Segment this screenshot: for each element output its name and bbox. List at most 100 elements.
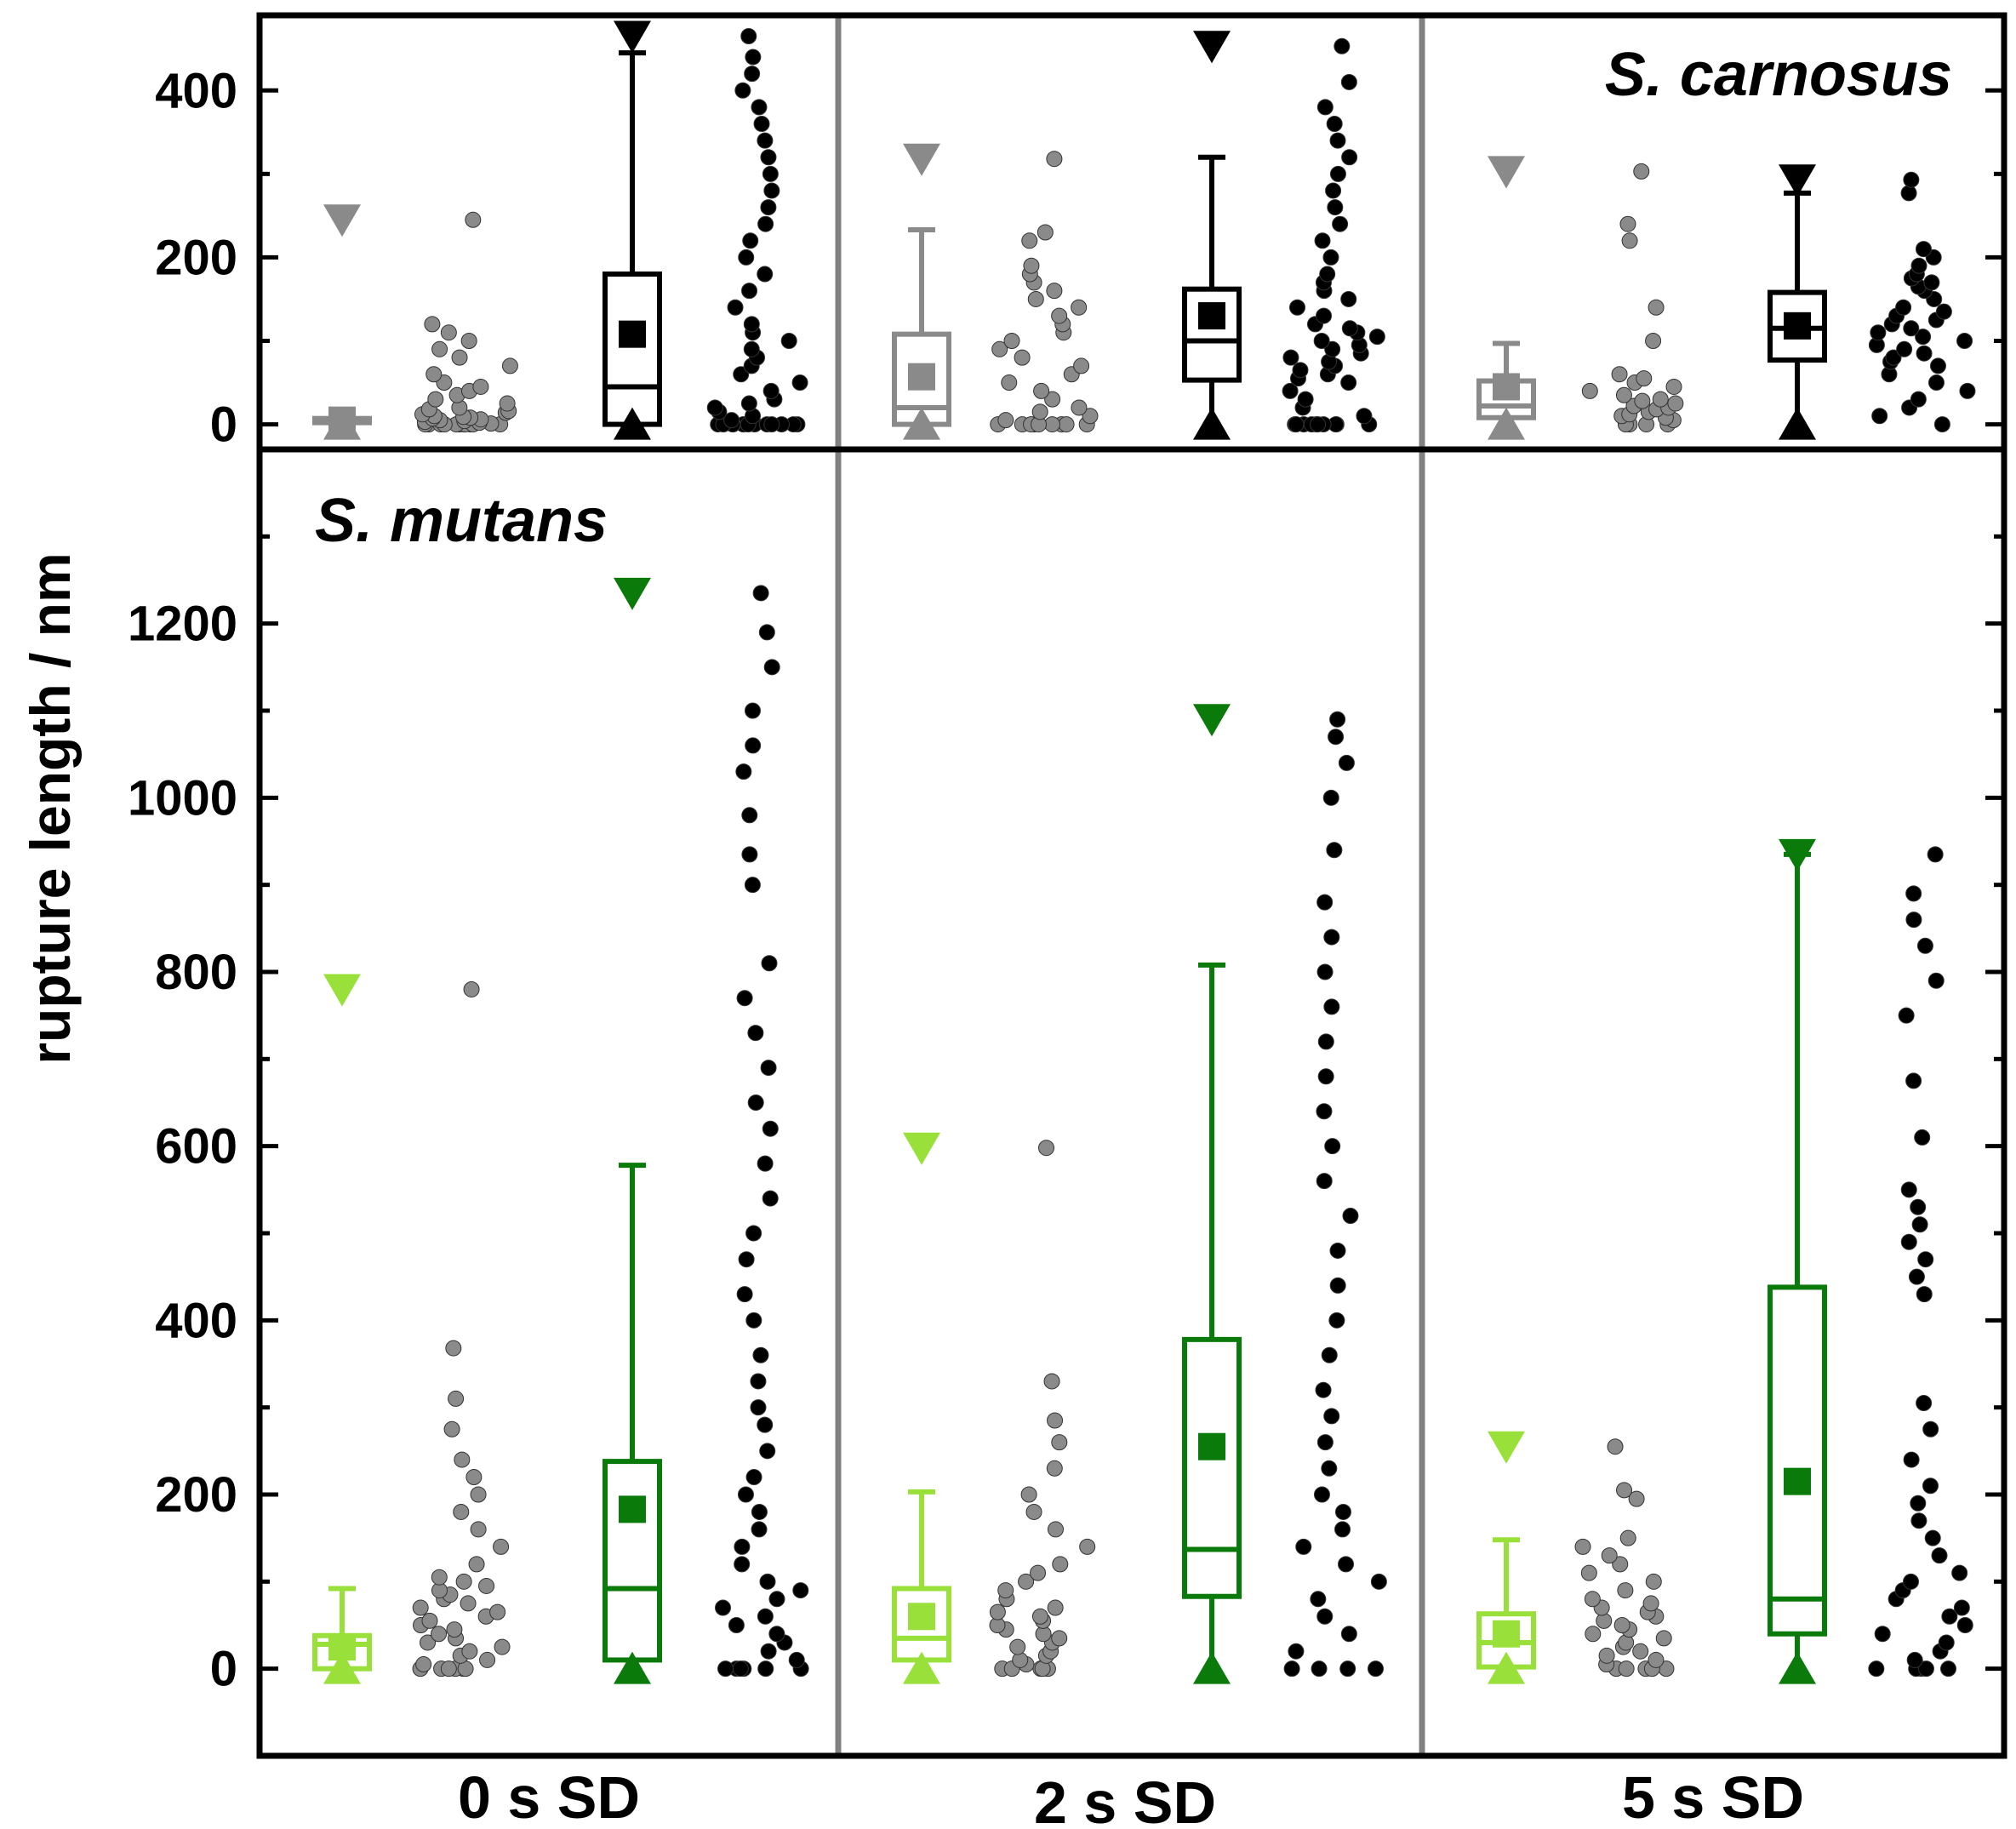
data-point bbox=[1340, 290, 1357, 307]
data-point bbox=[455, 1573, 472, 1590]
data-point bbox=[734, 82, 751, 99]
data-point bbox=[1917, 1251, 1934, 1268]
data-point bbox=[1868, 1660, 1885, 1678]
data-point bbox=[1025, 1503, 1042, 1520]
data-point bbox=[1612, 1556, 1629, 1573]
data-point bbox=[1906, 1651, 1923, 1668]
data-point bbox=[448, 1390, 465, 1407]
min-marker bbox=[323, 1651, 361, 1684]
min-marker bbox=[1488, 407, 1525, 440]
data-point bbox=[747, 1095, 764, 1111]
max-marker bbox=[1193, 31, 1231, 64]
data-point bbox=[1923, 274, 1940, 291]
data-point bbox=[717, 1660, 734, 1678]
data-point bbox=[1288, 416, 1305, 433]
data-point bbox=[1316, 963, 1334, 980]
data-point bbox=[1607, 1438, 1624, 1455]
data-point bbox=[768, 1591, 785, 1608]
data-point bbox=[1003, 333, 1020, 349]
bottom-panel-label: S. mutans bbox=[315, 487, 608, 555]
data-point bbox=[1338, 1556, 1355, 1573]
data-point bbox=[1585, 1626, 1602, 1643]
data-point bbox=[760, 1060, 777, 1077]
data-point bbox=[1914, 1129, 1931, 1146]
data-point bbox=[1315, 1381, 1332, 1398]
data-point bbox=[1870, 324, 1887, 341]
data-point bbox=[1021, 232, 1038, 249]
data-point bbox=[1911, 1216, 1928, 1233]
max-marker bbox=[903, 1132, 940, 1165]
y-axis-label: rupture length / nm bbox=[19, 552, 82, 1064]
data-point bbox=[1316, 307, 1333, 324]
data-point bbox=[1900, 185, 1917, 202]
data-point bbox=[1951, 1564, 1968, 1581]
data-point bbox=[759, 1443, 776, 1460]
data-point bbox=[1903, 1451, 1920, 1468]
data-point bbox=[792, 1582, 809, 1599]
data-point bbox=[1326, 842, 1343, 859]
data-point bbox=[1613, 1617, 1631, 1633]
data-point bbox=[1329, 165, 1346, 182]
data-point bbox=[1295, 1538, 1312, 1555]
data-point bbox=[1297, 391, 1314, 408]
max-marker bbox=[1488, 156, 1525, 189]
data-point bbox=[1324, 1138, 1341, 1155]
data-point bbox=[1927, 374, 1945, 392]
data-point bbox=[1922, 1477, 1939, 1495]
data-point bbox=[737, 1486, 754, 1503]
data-point bbox=[461, 1643, 478, 1660]
data-point bbox=[757, 1416, 774, 1433]
data-point bbox=[1314, 232, 1331, 249]
data-point bbox=[1317, 1033, 1334, 1050]
data-point bbox=[451, 349, 468, 366]
data-point bbox=[494, 1638, 511, 1655]
y-tick-label: 200 bbox=[155, 1467, 237, 1523]
data-point bbox=[745, 1312, 762, 1329]
min-marker bbox=[1779, 407, 1816, 440]
data-point bbox=[1900, 1233, 1917, 1250]
series-5-s-sd-light bbox=[1476, 1431, 1675, 1684]
bottom-panel: 0 200 400 600 800 1000 1200 bbox=[128, 534, 2004, 1697]
data-point bbox=[1910, 1495, 1927, 1512]
data-point bbox=[1667, 395, 1684, 412]
data-point bbox=[1931, 1547, 1948, 1564]
data-point bbox=[1292, 362, 1309, 379]
data-point bbox=[760, 149, 777, 166]
data-point bbox=[1310, 416, 1327, 433]
data-point bbox=[757, 132, 774, 149]
group-label-2s: 2 s SD bbox=[1034, 1769, 1216, 1829]
data-point bbox=[763, 182, 780, 199]
data-point bbox=[1910, 257, 1927, 274]
data-point bbox=[733, 366, 750, 383]
data-point bbox=[1959, 382, 1976, 399]
data-point bbox=[501, 357, 518, 374]
data-point bbox=[1924, 1529, 1941, 1546]
data-point bbox=[1927, 972, 1945, 989]
data-point bbox=[1014, 349, 1031, 366]
data-point bbox=[1895, 299, 1912, 316]
y-tick-label: 0 bbox=[210, 397, 237, 453]
data-point bbox=[1340, 73, 1357, 90]
data-point bbox=[431, 1626, 448, 1643]
data-point bbox=[1916, 345, 1933, 362]
data-point bbox=[1316, 99, 1334, 116]
data-point bbox=[1031, 403, 1048, 420]
data-point bbox=[1326, 116, 1343, 132]
data-point bbox=[1322, 789, 1339, 806]
data-point bbox=[1645, 333, 1662, 349]
data-point bbox=[752, 1346, 769, 1363]
min-marker bbox=[323, 407, 361, 440]
data-point bbox=[1900, 1181, 1917, 1198]
data-point bbox=[1316, 1434, 1334, 1451]
y-tick-label: 1000 bbox=[128, 770, 237, 826]
data-point bbox=[412, 1599, 429, 1616]
data-point bbox=[1356, 408, 1373, 425]
data-point bbox=[751, 1503, 768, 1520]
data-point bbox=[1910, 1512, 1927, 1529]
data-point bbox=[1071, 399, 1088, 416]
data-point bbox=[1311, 1660, 1328, 1678]
series-0-s-sd-black bbox=[603, 20, 808, 440]
data-point bbox=[759, 1573, 776, 1590]
data-point bbox=[715, 1599, 732, 1616]
data-point bbox=[997, 412, 1014, 429]
